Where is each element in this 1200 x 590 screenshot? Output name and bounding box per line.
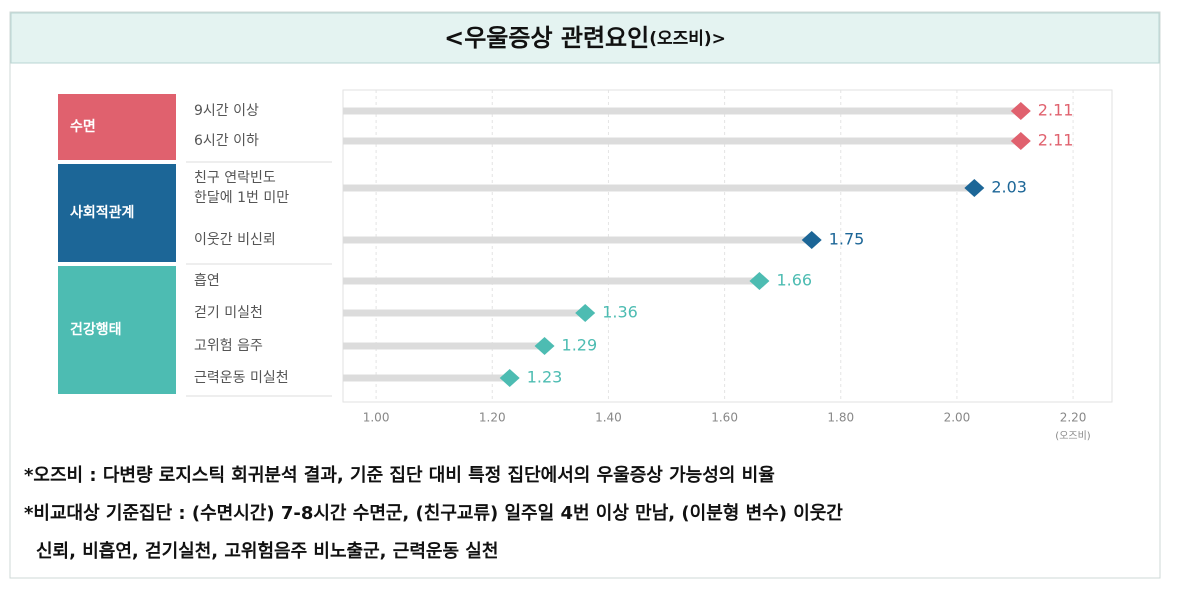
- footnote: *비교대상 기준집단 : (수면시간) 7-8시간 수면군, (친구교류) 일주…: [24, 503, 843, 524]
- marker: [801, 231, 822, 249]
- marker: [1010, 102, 1031, 120]
- row-label-line: 근력운동 미실천: [194, 370, 289, 386]
- group-label: 건강행태: [70, 321, 122, 338]
- row-label-line: 친구 연락빈도: [194, 170, 276, 186]
- row-label: 걷기 미실천: [194, 305, 263, 321]
- marker: [499, 369, 520, 387]
- value-label: 2.11: [1038, 101, 1074, 120]
- chart-title: <우울증상 관련요인: [444, 24, 649, 52]
- row-label: 6시간 이하: [194, 133, 259, 149]
- marker: [534, 337, 555, 355]
- x-tick-label: 1.80: [827, 411, 854, 425]
- value-label: 1.29: [562, 336, 598, 355]
- row-label-line: 6시간 이하: [194, 133, 259, 149]
- row-label-line: 이웃간 비신뢰: [194, 232, 276, 248]
- value-label: 2.11: [1038, 131, 1074, 150]
- chart-title-line: <우울증상 관련요인(오즈비)>: [444, 24, 726, 52]
- group-box: [58, 164, 176, 262]
- row-label: 근력운동 미실천: [194, 370, 289, 386]
- marker: [964, 179, 985, 197]
- group-box: [58, 266, 176, 394]
- value-label: 1.36: [602, 303, 638, 322]
- x-tick-label: 1.40: [595, 411, 622, 425]
- row-label: 9시간 이상: [194, 103, 259, 119]
- value-label: 1.75: [829, 230, 865, 249]
- title-band: [10, 12, 1160, 64]
- footnote: *오즈비 : 다변량 로지스틱 회귀분석 결과, 기준 집단 대비 특정 집단에…: [24, 465, 775, 486]
- x-tick-label: 2.00: [944, 411, 971, 425]
- footnote: 신뢰, 비흡연, 걷기실천, 고위험음주 비노출군, 근력운동 실천: [36, 540, 498, 562]
- row-label-line: 걷기 미실천: [194, 305, 263, 321]
- x-tick-label: 1.00: [363, 411, 390, 425]
- row-label-line: 흡연: [194, 273, 220, 289]
- plot-area: [342, 89, 1113, 403]
- group-box: [58, 94, 176, 160]
- value-label: 1.23: [527, 368, 563, 387]
- x-tick-label: 1.60: [711, 411, 738, 425]
- group-label: 사회적관계: [70, 204, 134, 221]
- row-label: 고위험 음주: [194, 338, 263, 354]
- x-unit: (오즈비): [1055, 430, 1091, 442]
- row-label-line: 고위험 음주: [194, 338, 263, 354]
- row-label-line: 9시간 이상: [194, 103, 259, 119]
- row-label: 이웃간 비신뢰: [194, 232, 276, 248]
- marker: [1010, 132, 1031, 150]
- x-tick-label: 1.20: [479, 411, 506, 425]
- row-label-line: 한달에 1번 미만: [194, 190, 289, 206]
- marker: [749, 272, 770, 290]
- x-tick-label: 2.20: [1060, 411, 1087, 425]
- value-label: 1.66: [776, 271, 812, 290]
- group-label: 수면: [70, 118, 96, 135]
- marker: [575, 304, 596, 322]
- chart-title-suffix: (오즈비)>: [649, 29, 726, 49]
- row-label: 흡연: [194, 273, 220, 289]
- value-label: 2.03: [991, 178, 1027, 197]
